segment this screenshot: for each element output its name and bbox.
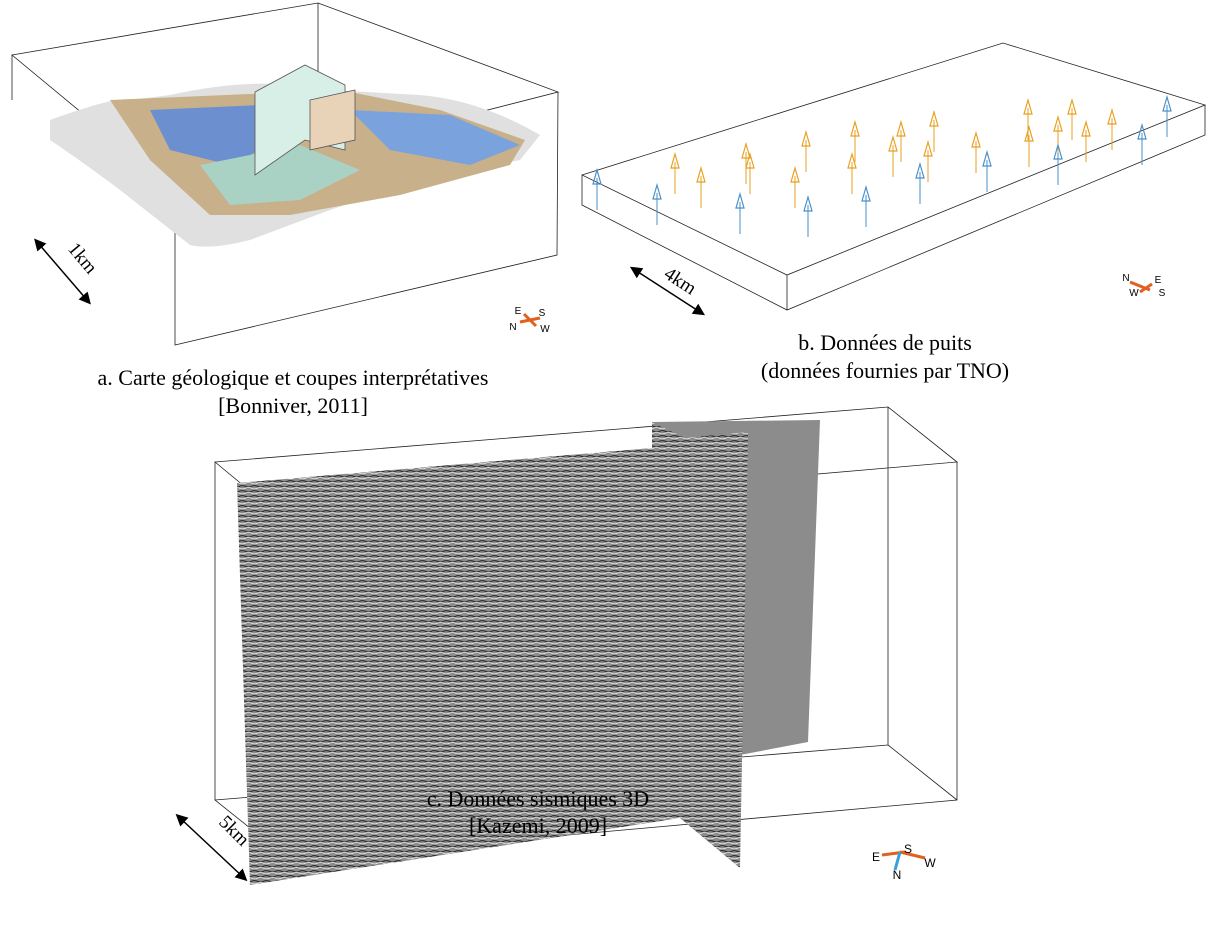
caption: [Bonniver, 2011] — [218, 393, 368, 418]
caption: b. Données de puits — [798, 330, 972, 355]
compass-letter: E — [1155, 275, 1162, 286]
well-head — [801, 129, 811, 147]
well-head — [861, 184, 871, 202]
panel-c: 5km E S W N c. Données sismiques 3D [Kaz… — [175, 406, 959, 885]
seismic-slice — [237, 422, 748, 885]
compass-letter: W — [924, 856, 936, 870]
well-head — [923, 139, 933, 157]
caption: (données fournies par TNO) — [761, 358, 1009, 383]
well-head — [745, 151, 755, 169]
well-head — [1107, 107, 1117, 125]
compass-letter: N — [1122, 273, 1129, 284]
compass-letter: N — [893, 868, 902, 882]
well-head — [1053, 114, 1063, 132]
well-head — [915, 161, 925, 179]
caption: c. Données sismiques 3D — [427, 786, 649, 811]
compass-letter: N — [509, 322, 516, 333]
scale-arrow — [34, 238, 91, 305]
compass-letter: W — [540, 324, 550, 335]
well-head — [592, 167, 602, 185]
well-head — [1067, 97, 1077, 115]
well-head — [1023, 97, 1033, 115]
well-head — [888, 134, 898, 152]
well-head — [850, 119, 860, 137]
well-head — [670, 151, 680, 169]
well-head — [982, 149, 992, 167]
cross-section — [309, 89, 356, 151]
wells — [592, 94, 1172, 237]
compass-letter: S — [1159, 288, 1166, 299]
well-head — [652, 182, 662, 200]
well-head — [1081, 119, 1091, 137]
panel-a: 1km E S N W a. Carte géologique et coupe… — [11, 2, 560, 418]
compass-letter: E — [872, 850, 880, 864]
well-head — [1162, 94, 1172, 112]
scale-label: 4km — [660, 263, 700, 299]
well-head — [696, 165, 706, 183]
well-head — [790, 165, 800, 183]
well-head — [847, 151, 857, 169]
well-head — [971, 130, 981, 148]
scale-label: 5km — [215, 812, 254, 851]
well-head — [1024, 124, 1034, 142]
well-head — [1137, 122, 1147, 140]
well-head — [741, 141, 751, 159]
geology-unit — [350, 110, 520, 165]
caption: [Kazemi, 2009] — [469, 813, 607, 838]
caption: a. Carte géologique et coupes interpréta… — [98, 365, 489, 390]
scale-arrow — [629, 266, 706, 316]
bounding-box — [580, 42, 1207, 311]
compass-letter: S — [539, 308, 546, 319]
panel-b: 4km N E W S b. Données de puits (données… — [580, 42, 1207, 383]
well-head — [896, 119, 906, 137]
compass-letter: E — [515, 306, 522, 317]
geology-unit — [200, 145, 360, 205]
scale-arrow — [175, 813, 248, 882]
bounding-box — [11, 2, 560, 346]
well-head — [803, 194, 813, 212]
compass-letter: W — [1129, 288, 1139, 299]
compass-letter: S — [904, 842, 912, 856]
compass: E S W N — [872, 842, 936, 882]
scale-label: 1km — [63, 239, 101, 279]
compass: E S N W — [509, 306, 550, 335]
compass: N E W S — [1122, 273, 1165, 299]
well-head — [1053, 142, 1063, 160]
well-head — [929, 109, 939, 127]
well-head — [735, 191, 745, 209]
cross-section — [254, 64, 346, 176]
